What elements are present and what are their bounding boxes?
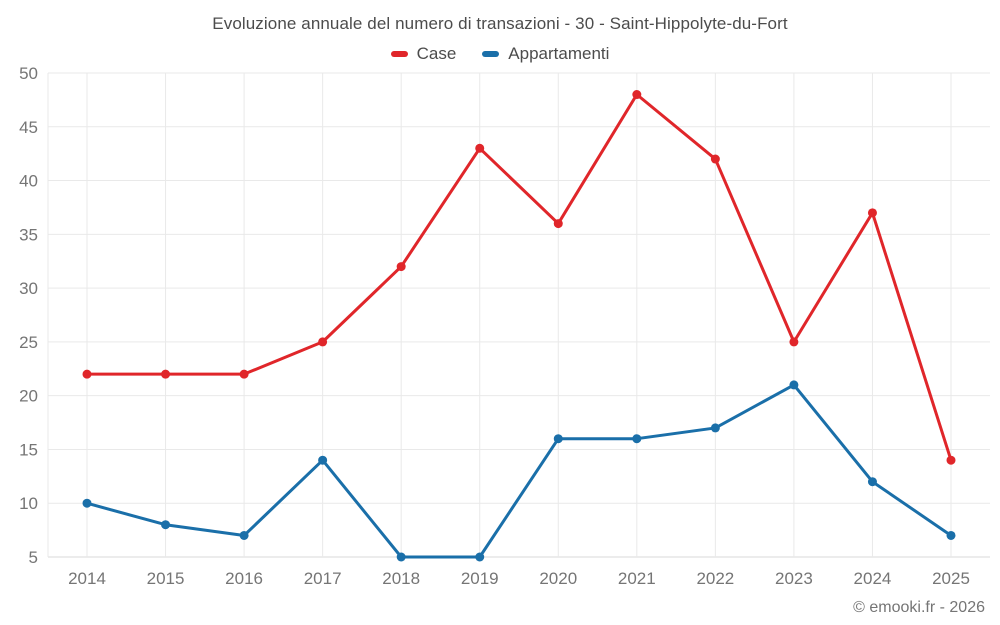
case-legend-label: Case (416, 44, 457, 63)
appartamenti-point-2014[interactable] (82, 498, 92, 508)
case-point-2022[interactable] (710, 154, 720, 164)
case-point-2017[interactable] (318, 337, 328, 347)
appartamenti-legend-label: Appartamenti (508, 44, 610, 63)
appartamenti-point-2025[interactable] (946, 530, 956, 540)
y-axis-tick-label: 50 (19, 64, 38, 83)
appartamenti-point-2022[interactable] (710, 423, 720, 433)
y-axis-tick-label: 45 (19, 118, 38, 137)
legend-item-appartamenti[interactable]: Appartamenti (482, 44, 609, 64)
x-axis-tick-label: 2017 (304, 569, 342, 588)
y-axis-tick-label: 25 (19, 333, 38, 352)
x-axis-tick-label: 2023 (775, 569, 813, 588)
x-axis-tick-label: 2019 (461, 569, 499, 588)
case-point-2014[interactable] (82, 369, 92, 379)
case-point-2015[interactable] (161, 369, 171, 379)
case-legend-swatch-icon (390, 51, 408, 57)
appartamenti-point-2020[interactable] (553, 434, 563, 444)
y-axis-tick-label: 15 (19, 440, 38, 459)
appartamenti-point-2015[interactable] (161, 520, 171, 530)
case-point-2018[interactable] (396, 262, 406, 272)
x-axis-tick-label: 2016 (225, 569, 263, 588)
y-axis-tick-label: 5 (29, 548, 38, 567)
case-point-2021[interactable] (632, 90, 642, 100)
x-axis-tick-label: 2025 (932, 569, 970, 588)
x-axis-tick-label: 2024 (854, 569, 892, 588)
x-axis-tick-label: 2021 (618, 569, 656, 588)
chart-title: Evoluzione annuale del numero di transaz… (212, 14, 788, 33)
appartamenti-point-2017[interactable] (318, 455, 328, 465)
y-axis-tick-label: 20 (19, 387, 38, 406)
y-axis-tick-label: 40 (19, 172, 38, 191)
x-axis-tick-label: 2015 (147, 569, 185, 588)
case-point-2025[interactable] (946, 455, 956, 465)
x-axis-tick-label: 2014 (68, 569, 106, 588)
appartamenti-point-2023[interactable] (789, 380, 799, 390)
case-point-2020[interactable] (553, 219, 563, 229)
appartamenti-legend-swatch-icon (482, 51, 500, 57)
case-point-2024[interactable] (867, 208, 877, 218)
legend-item-case[interactable]: Case (390, 44, 457, 64)
case-point-2016[interactable] (239, 369, 249, 379)
appartamenti-point-2024[interactable] (867, 477, 877, 487)
x-axis-tick-label: 2020 (539, 569, 577, 588)
y-axis-tick-label: 30 (19, 279, 38, 298)
footer-credit: © emooki.fr - 2026 (853, 599, 985, 616)
appartamenti-point-2018[interactable] (396, 552, 406, 562)
appartamenti-point-2016[interactable] (239, 530, 249, 540)
appartamenti-series-line (85, 383, 953, 559)
case-series-line (85, 93, 953, 462)
case-point-2019[interactable] (475, 143, 485, 153)
appartamenti-point-2019[interactable] (475, 552, 485, 562)
appartamenti-point-2021[interactable] (632, 434, 642, 444)
y-axis-tick-label: 10 (19, 494, 38, 513)
y-axis-tick-label: 35 (19, 225, 38, 244)
case-point-2023[interactable] (789, 337, 799, 347)
x-axis-tick-label: 2022 (696, 569, 734, 588)
x-axis-tick-label: 2018 (382, 569, 420, 588)
legend: Case Appartamenti (0, 44, 1000, 64)
